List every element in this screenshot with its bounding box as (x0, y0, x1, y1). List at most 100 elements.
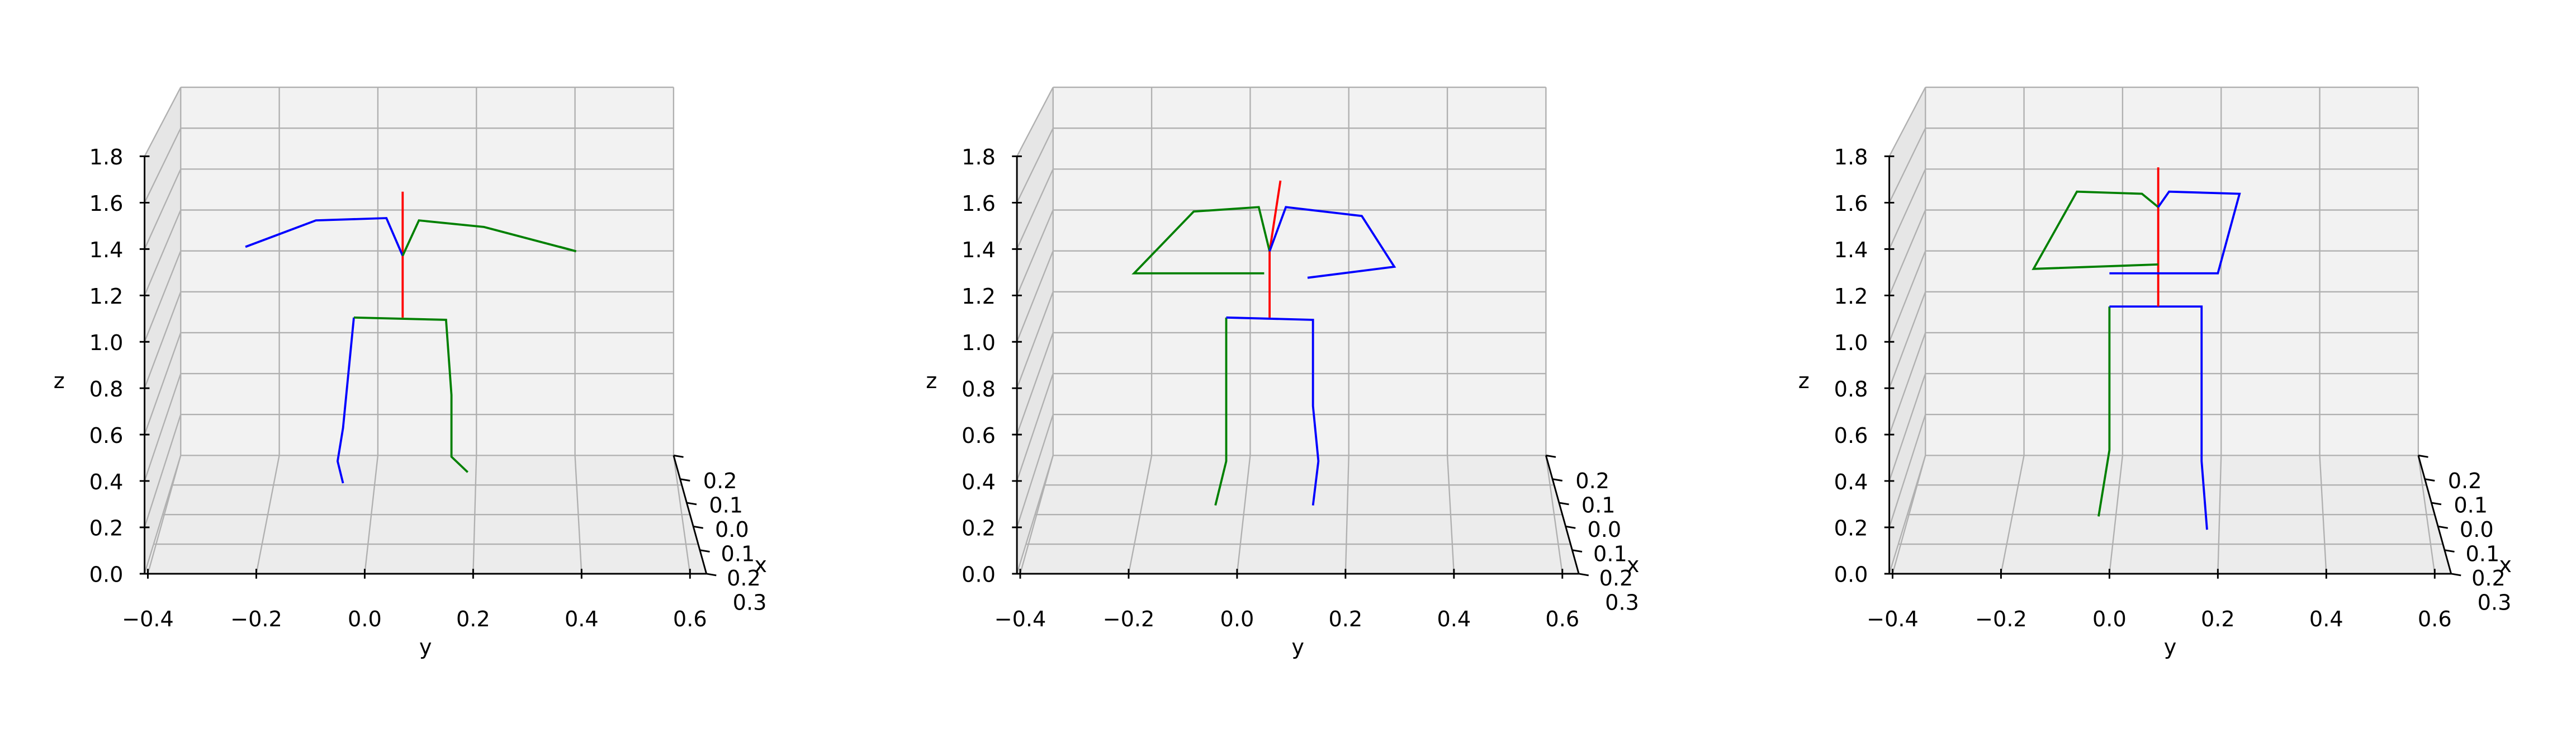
series-line-2 (353, 316, 468, 473)
chart-panel-1: 0.0 0.2 0.4 0.6 0.8 1.0 1.2 1.4 1.6 1.8 −0.4 −0.2 0.… (54, 86, 767, 660)
y-tick-label: 0.2 (456, 607, 490, 632)
z-tick-label: 1.8 (1834, 145, 1868, 170)
x-tick-label: 0.2 (703, 469, 737, 494)
x-tick (1552, 478, 1563, 482)
z-tick-label: 0.8 (962, 377, 996, 402)
series-line-1 (1214, 317, 1228, 506)
z-axis-label: z (926, 369, 937, 394)
y-tick-label: 0.0 (2092, 607, 2127, 632)
y-axis-label: y (419, 635, 432, 660)
grid-line (144, 87, 182, 157)
z-tick-label: 1.6 (1834, 192, 1868, 216)
x-tick-label: 0.3 (733, 591, 767, 616)
series-line-1 (336, 317, 355, 484)
z-tick-label: 1.4 (89, 238, 124, 263)
x-tick-label: 0.2 (1575, 469, 1609, 494)
grid-line (144, 128, 182, 203)
grid-line (1888, 87, 1926, 157)
z-axis-label: z (54, 369, 65, 394)
x-tick (2431, 502, 2442, 506)
y-tick-label: −0.4 (995, 607, 1046, 632)
x-tick-label: 0.0 (2460, 518, 2494, 542)
y-tick-label: 0.0 (1220, 607, 1254, 632)
y-tick-label: 0.6 (1545, 607, 1579, 632)
z-tick-label: 0.4 (1834, 470, 1868, 495)
grid-line (144, 332, 182, 435)
z-tick-label: 1.0 (1834, 331, 1868, 356)
x-tick (1578, 573, 1589, 577)
grid-line (1016, 332, 1054, 435)
series-line-1 (2097, 306, 2111, 517)
x-axis-label: x (754, 553, 767, 578)
z-tick-label: 0.6 (1834, 424, 1868, 448)
y-tick-label: 0.6 (2418, 607, 2452, 632)
z-tick-label: 0.6 (89, 424, 124, 448)
z-tick-label: 0.6 (962, 424, 996, 448)
z-tick-label: 0.2 (1834, 517, 1868, 541)
z-tick-label: 1.2 (1834, 285, 1868, 309)
y-tick-label: −0.2 (230, 607, 282, 632)
y-axis-label: y (2164, 635, 2177, 660)
series-line-2 (2109, 305, 2208, 530)
back-pane (181, 87, 674, 456)
y-tick-label: 0.4 (1437, 607, 1471, 632)
chart-panel-3: 0.0 0.2 0.4 0.6 0.8 1.0 1.2 1.4 1.6 1.8 −0.4 −0.2 0.… (1798, 86, 2512, 660)
x-tick-label: 0.3 (2478, 591, 2512, 616)
z-tick-label: 0.2 (962, 517, 996, 541)
grid-line (1016, 128, 1054, 203)
x-tick (1559, 502, 1569, 506)
grid-line (1016, 414, 1054, 528)
x-tick (2418, 454, 2428, 458)
y-tick-label: −0.2 (1103, 607, 1155, 632)
z-tick-label: 1.0 (962, 331, 996, 356)
grid-line (1016, 87, 1054, 157)
x-tick (693, 525, 704, 529)
x-tick (2437, 525, 2449, 529)
y-tick-label: 0.0 (348, 607, 382, 632)
grid-line (144, 210, 182, 296)
x-tick (2444, 549, 2455, 553)
z-tick-label: 0.4 (962, 470, 996, 495)
grid-line (1016, 373, 1054, 481)
z-tick-label: 1.8 (962, 145, 996, 170)
x-tick-label: 0.1 (2466, 542, 2500, 567)
grid-line (1016, 210, 1054, 296)
y-tick-label: −0.4 (122, 607, 174, 632)
series-line-5 (401, 219, 577, 257)
x-tick-label: 0.0 (715, 518, 749, 542)
x-tick-label: 0.2 (727, 566, 761, 591)
z-tick-label: 1.0 (89, 331, 124, 356)
x-tick (699, 549, 710, 553)
series-line-4 (245, 217, 404, 257)
grid-line (1016, 291, 1054, 389)
z-axis-label: z (1798, 369, 1810, 394)
series-line-2 (1226, 316, 1320, 506)
z-tick-label: 0.8 (1834, 377, 1868, 402)
y-tick-label: −0.4 (1867, 607, 1919, 632)
x-tick (680, 478, 690, 482)
back-pane (1925, 87, 2418, 456)
x-axis-label: x (2499, 553, 2512, 578)
x-tick-label: 0.1 (1581, 494, 1616, 518)
z-tick-label: 0.8 (89, 377, 124, 402)
z-tick-label: 1.8 (89, 145, 124, 170)
series-line-4 (2032, 190, 2159, 270)
z-tick-label: 0.0 (1834, 563, 1868, 588)
series-line-5 (2109, 190, 2241, 275)
x-tick (706, 573, 717, 577)
series-line-4 (1131, 206, 1271, 275)
z-tick-label: 1.6 (962, 192, 996, 216)
x-tick (2451, 573, 2461, 577)
grid-line (144, 251, 182, 342)
grid-line (1888, 128, 1926, 203)
x-tick-label: 0.0 (1587, 518, 1621, 542)
y-tick-label: 0.2 (1328, 607, 1362, 632)
z-tick-label: 1.6 (89, 192, 124, 216)
y-tick-label: −0.2 (1975, 607, 2027, 632)
x-tick-label: 0.2 (2471, 566, 2506, 591)
x-axis-line (1545, 455, 1580, 574)
grid-line (1888, 251, 1926, 342)
x-tick-label: 0.1 (2454, 494, 2488, 518)
x-tick-label: 0.2 (2448, 469, 2482, 494)
